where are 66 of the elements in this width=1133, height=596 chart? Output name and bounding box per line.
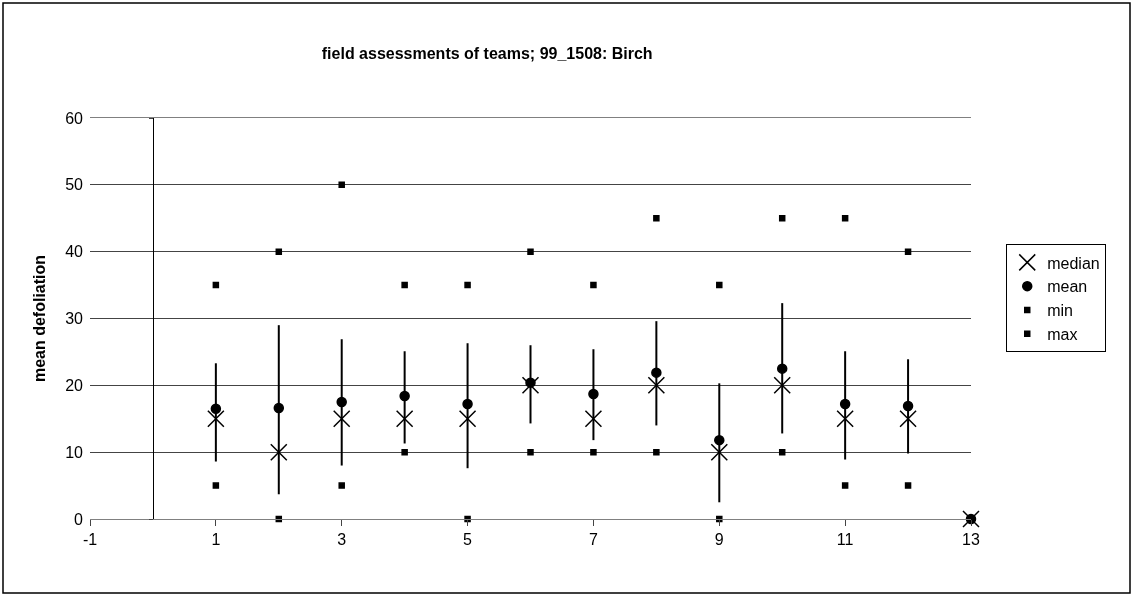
point xyxy=(710,443,729,461)
point xyxy=(527,248,534,255)
x-tick-label: 7 xyxy=(588,531,598,549)
legend-label: max xyxy=(1047,325,1078,343)
point xyxy=(521,376,540,395)
y-tick-label: 50 xyxy=(65,176,84,194)
point xyxy=(776,363,788,374)
y-tick-label: 10 xyxy=(65,443,84,461)
y-tick-label: 40 xyxy=(65,243,84,261)
point xyxy=(773,376,791,395)
point xyxy=(401,448,408,456)
point xyxy=(653,448,660,456)
point xyxy=(841,482,849,489)
point xyxy=(270,443,288,461)
point xyxy=(899,410,917,428)
point xyxy=(399,390,410,402)
point xyxy=(273,402,285,414)
point xyxy=(839,398,851,410)
point xyxy=(590,448,597,456)
y-tick-label: 30 xyxy=(65,310,84,328)
point xyxy=(207,410,225,428)
x-tick-label: 3 xyxy=(337,531,347,549)
x-tick-label: 1 xyxy=(211,531,221,549)
x-tick-label: 5 xyxy=(463,531,473,549)
point xyxy=(395,410,414,428)
point xyxy=(458,410,477,428)
point xyxy=(464,281,471,289)
point xyxy=(338,181,345,189)
point xyxy=(275,248,283,255)
point xyxy=(841,215,849,222)
point xyxy=(778,448,786,456)
point xyxy=(212,482,220,489)
x-tick-label: 11 xyxy=(836,531,854,549)
legend-label: min xyxy=(1047,302,1074,320)
y-axis-title: mean defoliation xyxy=(31,254,49,383)
point xyxy=(836,410,854,428)
point xyxy=(647,376,666,395)
point xyxy=(651,367,662,378)
x-tick-label: 9 xyxy=(714,531,724,549)
y-tick-label: 60 xyxy=(65,109,84,127)
y-tick-label: 0 xyxy=(74,510,84,528)
chart-title: field assessments of teams; 99_1508: Birch xyxy=(321,44,653,62)
x-tick-label: -1 xyxy=(82,531,98,549)
point xyxy=(525,377,536,388)
point xyxy=(904,482,912,489)
point xyxy=(902,400,914,412)
x-tick-label: 13 xyxy=(962,531,980,549)
point xyxy=(904,248,912,255)
point xyxy=(653,215,660,222)
point xyxy=(584,410,603,428)
point xyxy=(588,388,599,400)
point xyxy=(210,403,222,414)
point xyxy=(462,398,473,410)
point xyxy=(336,396,347,408)
point xyxy=(527,448,534,456)
y-tick-label: 20 xyxy=(65,376,84,394)
point xyxy=(332,410,351,428)
legend-label: median xyxy=(1047,254,1100,272)
legend-label: mean xyxy=(1047,278,1088,296)
point xyxy=(716,281,723,289)
point xyxy=(590,281,597,289)
point xyxy=(212,281,220,289)
point xyxy=(338,482,345,489)
point xyxy=(778,215,786,222)
point xyxy=(401,281,408,289)
point xyxy=(714,434,725,446)
